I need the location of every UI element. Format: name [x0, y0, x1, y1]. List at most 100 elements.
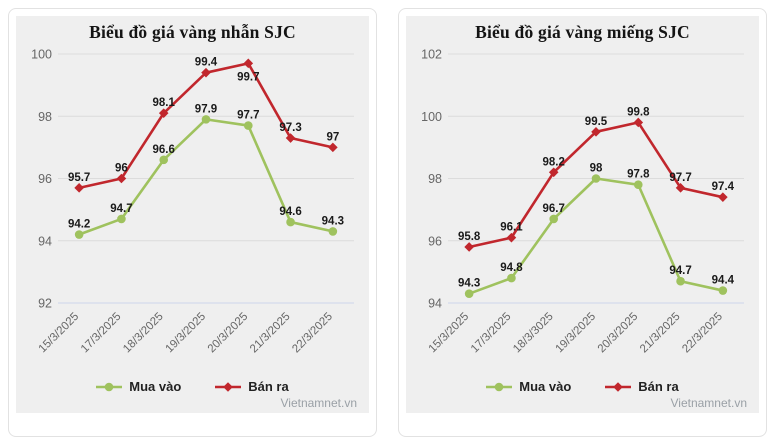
series-sell-data-labels: 95.7 96 98.1 99.4 99.7 97.3 97	[68, 57, 339, 184]
y-axis-labels: 94 96 98 100 102	[421, 48, 442, 311]
data-point-marker	[633, 180, 643, 190]
data-point-marker	[507, 273, 516, 283]
svg-text:98: 98	[38, 110, 52, 124]
svg-text:99.4: 99.4	[195, 57, 218, 69]
data-point-marker	[718, 192, 728, 202]
svg-text:96.1: 96.1	[500, 222, 523, 234]
svg-text:18/3/2025: 18/3/2025	[121, 311, 166, 356]
svg-text:102: 102	[421, 48, 442, 62]
svg-text:94: 94	[38, 234, 52, 248]
svg-text:97: 97	[326, 131, 339, 143]
svg-text:94.4: 94.4	[712, 275, 735, 287]
series-buy	[464, 174, 728, 298]
svg-text:95.8: 95.8	[458, 231, 481, 243]
chart-title: Biểu đồ giá vàng miếng SJC	[475, 22, 690, 42]
svg-text:94.7: 94.7	[110, 203, 132, 215]
svg-text:98.2: 98.2	[543, 156, 565, 168]
data-point-marker	[201, 67, 211, 78]
sell-series-marker-icon	[215, 381, 242, 392]
svg-text:98.1: 98.1	[153, 97, 176, 109]
svg-text:96: 96	[38, 172, 52, 186]
data-point-marker	[286, 217, 295, 227]
svg-text:15/3/2025: 15/3/2025	[427, 311, 472, 356]
series-sell	[74, 58, 338, 193]
ring-gold-chart-card: Biểu đồ giá vàng nhẫn SJC 92 94 96 98 100 15/…	[8, 8, 377, 437]
svg-text:92: 92	[38, 297, 52, 311]
legend-item-buy[interactable]: Mua vào	[486, 379, 571, 394]
data-point-marker	[675, 183, 686, 193]
svg-text:97.7: 97.7	[669, 172, 691, 184]
svg-text:98: 98	[590, 163, 603, 175]
svg-text:20/3/2025: 20/3/2025	[206, 311, 251, 356]
svg-text:94.2: 94.2	[68, 219, 90, 231]
svg-text:95.7: 95.7	[68, 172, 90, 184]
data-point-marker	[633, 117, 644, 128]
buy-series-marker-icon	[96, 382, 123, 392]
svg-text:17/3/2025: 17/3/2025	[469, 311, 514, 356]
svg-text:94.8: 94.8	[500, 262, 523, 274]
series-sell-data-labels: 95.8 96.1 98.2 99.5 99.8 97.7 97.4	[458, 106, 735, 243]
svg-text:97.9: 97.9	[195, 103, 217, 115]
data-point-marker	[158, 108, 169, 118]
charts-row: Biểu đồ giá vàng nhẫn SJC 92 94 96 98 100 15/…	[8, 8, 767, 437]
data-point-marker	[328, 142, 338, 153]
data-point-marker	[117, 214, 126, 224]
bar-gold-chart: Biểu đồ giá vàng miếng SJC 94 96 98 100 102 1…	[406, 16, 759, 413]
line-plot: 92 94 96 98 100 15/3/202517/3/202518/3/202519…	[31, 48, 354, 356]
series-buy-data-labels: 94.3 94.8 96.7 98 97.8 94.7 94.4	[458, 163, 735, 290]
line-plot: 94 96 98 100 102 15/3/202517/3/202518/3/30251…	[421, 48, 744, 356]
svg-text:94.3: 94.3	[458, 278, 480, 290]
svg-text:15/3/2025: 15/3/2025	[37, 311, 82, 356]
svg-text:96: 96	[428, 234, 442, 248]
legend: Mua vào Bán ra	[406, 379, 759, 394]
legend-label-buy: Mua vào	[519, 379, 572, 394]
svg-text:94: 94	[428, 297, 442, 311]
svg-text:99.8: 99.8	[627, 106, 650, 118]
y-axis-labels: 92 94 96 98 100	[31, 48, 52, 311]
legend: Mua vào Bán ra	[16, 379, 369, 394]
svg-text:17/3/2025: 17/3/2025	[79, 311, 124, 356]
data-point-marker	[159, 155, 169, 165]
data-point-marker	[676, 276, 685, 286]
legend-item-buy[interactable]: Mua vào	[96, 379, 181, 394]
svg-text:19/3/2025: 19/3/2025	[163, 311, 208, 356]
data-point-marker	[243, 58, 254, 69]
data-point-marker	[243, 121, 253, 130]
series-buy-data-labels: 94.2 94.7 96.6 97.9 97.7 94.6 94.3	[68, 103, 344, 230]
data-point-marker	[718, 286, 728, 295]
svg-text:96: 96	[115, 163, 128, 175]
svg-text:21/3/2025: 21/3/2025	[248, 311, 293, 356]
legend-label-sell: Bán ra	[248, 379, 289, 394]
data-point-marker	[285, 133, 296, 143]
svg-text:100: 100	[421, 110, 442, 124]
svg-text:22/3/2025: 22/3/2025	[680, 311, 725, 356]
svg-text:97.8: 97.8	[627, 169, 650, 181]
svg-text:94.6: 94.6	[279, 206, 301, 218]
data-point-marker	[328, 227, 338, 236]
data-point-marker	[506, 232, 517, 243]
svg-text:22/3/2025: 22/3/2025	[290, 311, 335, 356]
svg-text:18/3/3025: 18/3/3025	[511, 311, 556, 356]
gridlines	[58, 53, 354, 304]
x-axis-labels: 15/3/202517/3/202518/3/202519/3/202520/3…	[37, 311, 335, 356]
data-point-marker	[74, 183, 84, 193]
svg-text:97.4: 97.4	[712, 181, 735, 193]
watermark: Vietnamnet.vn	[280, 396, 358, 410]
legend-item-sell[interactable]: Bán ra	[215, 379, 289, 394]
svg-text:97.7: 97.7	[237, 110, 259, 122]
x-axis-labels: 15/3/202517/3/202518/3/302519/3/202520/3…	[427, 311, 725, 356]
data-point-marker	[74, 230, 84, 239]
svg-text:19/3/2025: 19/3/2025	[553, 311, 598, 356]
data-point-marker	[548, 167, 559, 178]
svg-text:99.5: 99.5	[585, 116, 608, 128]
legend-label-buy: Mua vào	[129, 379, 182, 394]
sell-series-marker-icon	[605, 381, 632, 392]
bar-gold-chart-card: Biểu đồ giá vàng miếng SJC 94 96 98 100 102 1…	[398, 8, 767, 437]
ring-gold-chart: Biểu đồ giá vàng nhẫn SJC 92 94 96 98 100 15/…	[16, 16, 369, 413]
data-point-marker	[464, 242, 474, 252]
legend-item-sell[interactable]: Bán ra	[605, 379, 679, 394]
svg-text:100: 100	[31, 48, 52, 62]
watermark: Vietnamnet.vn	[670, 396, 748, 410]
legend-label-sell: Bán ra	[638, 379, 679, 394]
chart-title: Biểu đồ giá vàng nhẫn SJC	[89, 22, 296, 42]
